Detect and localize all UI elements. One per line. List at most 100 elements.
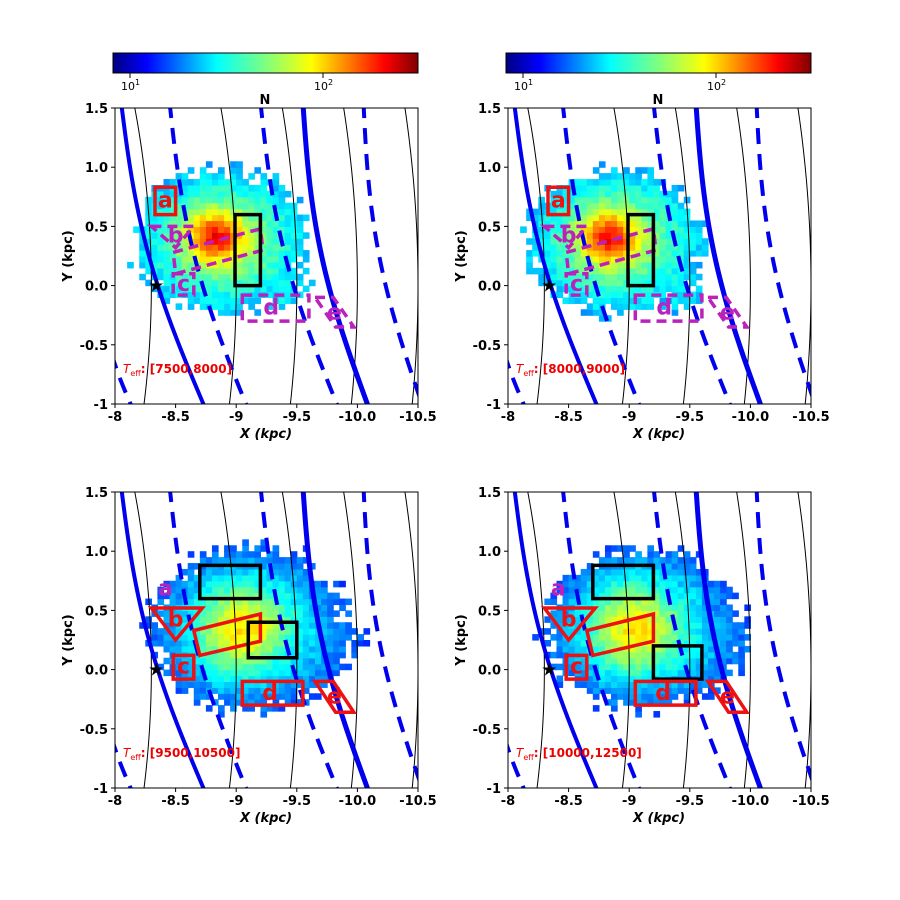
y-tick-label: -0.5 [80, 339, 108, 354]
heatmap-cell [665, 663, 673, 671]
heatmap-cell [260, 598, 268, 606]
heatmap-cell [187, 551, 195, 558]
sun-marker: ★ [148, 660, 164, 681]
heatmap-cell [635, 711, 642, 718]
heatmap-cell [653, 616, 661, 623]
heatmap-cell [617, 267, 624, 275]
heatmap-cell [707, 604, 715, 611]
heatmap-cell [659, 291, 667, 299]
heatmap-cell [193, 196, 201, 204]
heatmap-cell [574, 226, 582, 233]
heatmap-cell [193, 291, 201, 299]
heatmap-cell [211, 179, 219, 186]
heatmap-cell [665, 604, 673, 611]
heatmap-cell [659, 610, 667, 617]
heatmap-cell [175, 279, 183, 287]
heatmap-cell [308, 622, 316, 629]
heatmap-cell [732, 592, 739, 600]
heatmap-cell [726, 651, 733, 659]
axis-ticks: -8 -8.5 -9 -9.5 -10.0 -10.5-1-0.50.00.51.01.5 [473, 486, 830, 809]
heatmap-cell [629, 645, 636, 653]
heatmap-cell [151, 250, 159, 257]
heatmap-cell [659, 190, 667, 198]
heatmap-cell [199, 592, 207, 600]
heatmap-cell [611, 640, 618, 647]
heatmap-cell [647, 622, 655, 629]
heatmap-cell [211, 586, 219, 594]
heatmap-cell [260, 586, 268, 594]
heatmap-cell [544, 640, 552, 647]
heatmap-cell [641, 267, 648, 275]
heatmap-cell [641, 586, 648, 594]
heatmap-cell [556, 285, 564, 293]
heatmap-cell [224, 309, 231, 316]
heatmap-cell [617, 669, 624, 677]
heatmap-cell [677, 574, 685, 582]
heatmap-cell [218, 557, 225, 564]
heatmap-cell [629, 557, 636, 564]
heatmap-cell [181, 196, 189, 204]
heatmap-cell [248, 190, 255, 198]
heatmap-cell [683, 628, 691, 635]
heatmap-cell [224, 267, 231, 275]
heatmap-cell [611, 628, 618, 635]
heatmap-cell [653, 610, 661, 617]
heatmap-cell [308, 604, 316, 611]
heatmap-cell [677, 297, 685, 304]
heatmap-cell [296, 238, 304, 245]
heatmap-cell [181, 273, 189, 281]
heatmap-cell [211, 202, 219, 210]
heatmap-cell [218, 693, 225, 700]
heatmap-cell [689, 580, 697, 588]
region-b-triangle [147, 606, 207, 643]
heatmap-cell [580, 202, 588, 210]
heatmap-cell [598, 651, 606, 659]
heatmap-cell [604, 557, 612, 564]
heatmap-cell [647, 232, 655, 239]
heatmap-cell [550, 261, 558, 269]
heatmap-cell [127, 261, 134, 269]
heatmap-cell [175, 238, 183, 245]
colorbar-gradient [112, 52, 419, 74]
heatmap-cell [211, 297, 219, 304]
heatmap-cell [290, 244, 298, 251]
heatmap-cell [635, 675, 642, 683]
heatmap-cell [145, 261, 152, 269]
heatmap-cell [580, 291, 588, 299]
heatmap-cell [568, 214, 576, 222]
heatmap-cell [689, 297, 697, 304]
heatmap-cell [592, 693, 600, 700]
heatmap-cell [205, 250, 213, 257]
heatmap-cell [218, 622, 225, 629]
heatmap-cell [242, 628, 249, 635]
heatmap-cell [647, 184, 655, 192]
heatmap-cell [586, 309, 594, 316]
heatmap-cell [278, 687, 286, 694]
heatmap-cell [314, 634, 322, 641]
heatmap-cell [677, 563, 685, 570]
heatmap-cell [327, 634, 334, 641]
heatmap-cell [254, 675, 262, 683]
heatmap-cell [683, 657, 691, 665]
heatmap-cell [720, 628, 727, 635]
heatmap-cell [659, 628, 667, 635]
heatmap-cell [163, 190, 171, 198]
region-a-box [153, 185, 178, 217]
heatmap-cell [598, 273, 606, 281]
heatmap-cell [623, 663, 630, 671]
heatmap-cell [290, 563, 298, 570]
heatmap-cell [205, 196, 213, 204]
heatmap-cell [302, 592, 310, 600]
heatmap-cell [296, 261, 304, 269]
heatmap-cell [302, 622, 310, 629]
heatmap-cell [157, 208, 165, 216]
heatmap-cell [139, 273, 146, 281]
x-tick-label: -8 [501, 410, 515, 425]
heatmap-cell [617, 574, 624, 582]
heatmap-cell [236, 681, 243, 688]
heatmap-cell [635, 616, 642, 623]
heatmap-cell [641, 214, 648, 222]
heatmap-cell [580, 214, 588, 222]
heatmap-cell [260, 663, 268, 671]
heatmap-cell [659, 273, 667, 281]
